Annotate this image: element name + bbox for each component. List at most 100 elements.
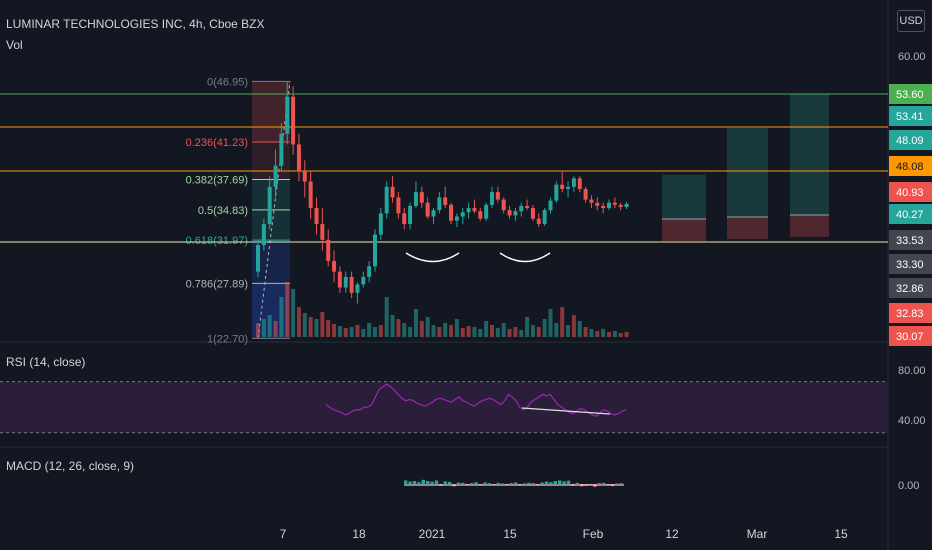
candle-body <box>525 205 530 209</box>
volume-bar <box>513 327 518 337</box>
volume-bar <box>419 321 424 337</box>
volume-bar <box>449 325 454 337</box>
candle-body <box>408 205 413 224</box>
macd-histogram-bar <box>474 482 478 484</box>
candle-body <box>542 210 547 224</box>
volume-bar <box>314 319 319 337</box>
candle-body <box>484 204 489 219</box>
volume-bar <box>337 326 342 337</box>
candle-body <box>443 197 448 205</box>
position-profit-zone <box>662 175 706 219</box>
volume-bar <box>495 328 500 337</box>
volume-bar <box>501 323 506 337</box>
volume-bar <box>560 307 565 337</box>
macd-histogram-bar <box>531 483 535 484</box>
currency-button[interactable]: USD <box>897 10 925 32</box>
macd-histogram-bar <box>496 482 500 484</box>
macd-histogram-bar <box>514 482 518 484</box>
candle-body <box>595 202 600 206</box>
candle-body <box>378 213 383 235</box>
candle-body <box>618 204 623 207</box>
pattern-arc <box>499 252 551 263</box>
volume-bar <box>256 323 260 337</box>
fib-level-label: 1(22.70) <box>207 333 248 345</box>
volume-bar <box>373 327 377 337</box>
candle-body <box>419 192 424 203</box>
candle-body <box>577 178 582 189</box>
candle-body <box>373 234 377 267</box>
candle-body <box>583 188 588 200</box>
candle-body <box>624 203 629 207</box>
volume-bar <box>472 327 477 337</box>
candle-body <box>513 211 518 216</box>
volume-bar <box>478 329 483 337</box>
candle-body <box>302 170 307 182</box>
volume-bar <box>454 319 459 337</box>
price-label-bg <box>889 106 932 126</box>
volume-bar <box>571 315 576 337</box>
volume-bar <box>273 321 278 337</box>
candle-body <box>256 245 260 272</box>
volume-bar <box>530 325 535 337</box>
candle-body <box>566 186 571 189</box>
macd-histogram-bar <box>597 483 601 484</box>
macd-histogram-bar <box>527 482 531 484</box>
candle-body <box>454 216 459 221</box>
candle-body <box>308 181 313 209</box>
candle-body <box>472 208 477 212</box>
candle-body <box>612 202 617 205</box>
candle-body <box>314 208 319 224</box>
price-label-bg <box>889 84 932 104</box>
candle-body <box>337 271 342 288</box>
volume-bar <box>425 317 430 337</box>
volume-bar <box>466 326 471 337</box>
macd-histogram-bar <box>553 481 557 484</box>
candle-body <box>460 212 465 217</box>
volume-bar <box>548 309 553 337</box>
volume-bar <box>390 315 395 337</box>
volume-bar <box>507 329 512 337</box>
fib-level-label: 0.618(31.97) <box>186 235 248 247</box>
time-axis-tick: Mar <box>747 527 768 541</box>
fib-trend-line <box>257 81 291 339</box>
volume-bar <box>396 319 401 337</box>
price-label: 48.09 <box>896 135 924 147</box>
volume-bar <box>267 315 272 337</box>
candle-body <box>571 178 576 187</box>
volume-bar <box>624 332 629 337</box>
price-label-bg <box>889 326 932 346</box>
volume-bar <box>413 309 418 337</box>
candle-body <box>478 211 483 219</box>
volume-label: Vol <box>6 38 23 52</box>
candle-body <box>384 186 389 214</box>
candle-body <box>466 208 471 213</box>
price-label-bg <box>889 303 932 323</box>
macd-histogram-bar <box>412 481 417 484</box>
volume-bar <box>302 313 307 337</box>
price-label-bg <box>889 230 932 250</box>
macd-histogram-bar <box>430 481 434 484</box>
volume-bar <box>361 329 366 337</box>
candle-body <box>530 208 535 219</box>
candle-body <box>267 186 272 224</box>
volume-bar <box>601 329 606 337</box>
volume-bar <box>612 331 617 337</box>
fib-level-label: 0.5(34.83) <box>198 205 248 217</box>
macd-histogram-bar <box>443 481 447 484</box>
position-loss-zone <box>727 217 768 239</box>
volume-bar <box>355 325 360 337</box>
time-axis-tick: 18 <box>352 527 366 541</box>
candle-body <box>296 144 301 171</box>
candle-body <box>507 210 512 216</box>
volume-bar <box>542 319 547 337</box>
volume-bar <box>279 297 284 337</box>
price-label: 40.93 <box>896 187 924 199</box>
volume-bar <box>583 327 588 337</box>
macd-histogram-bar <box>483 482 487 484</box>
price-label: 48.08 <box>896 161 924 173</box>
volume-bar <box>332 324 337 337</box>
volume-bar <box>326 320 331 337</box>
volume-bar <box>519 330 524 337</box>
candle-body <box>560 184 565 189</box>
